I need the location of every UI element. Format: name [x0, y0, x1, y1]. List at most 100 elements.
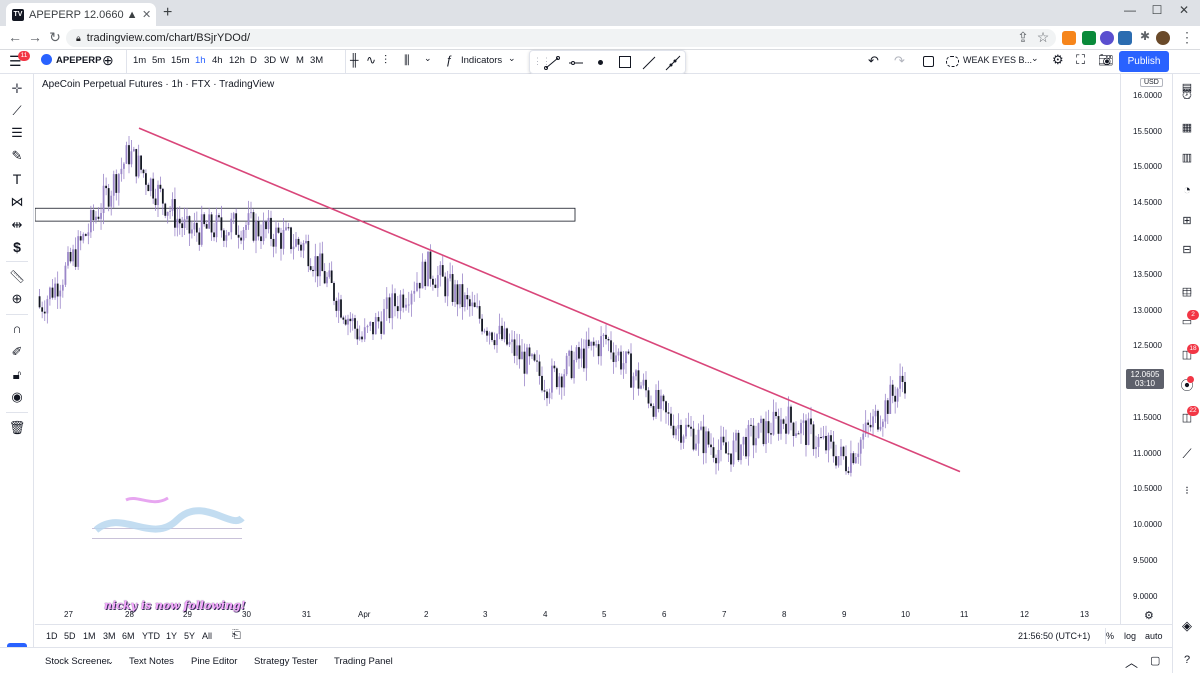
chevron-down-icon[interactable]: ⌄	[424, 53, 432, 63]
range-all[interactable]: All	[202, 631, 213, 641]
close-tab-icon[interactable]: ✕	[142, 9, 152, 21]
interval-3d[interactable]: 3D	[264, 55, 277, 66]
range-1m[interactable]: 1M	[83, 631, 96, 641]
auto-scale-toggle[interactable]: auto	[1145, 631, 1163, 641]
chart-settings-gear-icon[interactable]: ⚙	[1144, 610, 1154, 622]
compare-add-symbol-icon[interactable]: ⊕	[102, 52, 114, 68]
trend-line-icon[interactable]: ⟋	[12, 103, 22, 118]
chat-icon[interactable]: ◫	[1181, 286, 1193, 298]
line-style-icon[interactable]: ∿	[366, 53, 377, 67]
interval-3m[interactable]: 3M	[310, 55, 324, 66]
trash-icon[interactable]: 🗑︎	[8, 420, 26, 435]
interval-1m[interactable]: 1m	[133, 55, 147, 66]
legend-title[interactable]: ApeCoin Perpetual Futures	[42, 79, 163, 90]
messages-icon[interactable]: ◫	[1181, 412, 1193, 424]
help-icon[interactable]: ?	[1183, 654, 1191, 666]
range-3m[interactable]: 3M	[103, 631, 116, 641]
forward-icon[interactable]: →	[28, 29, 42, 45]
text-tool-icon[interactable]: T	[12, 171, 22, 187]
publish-button[interactable]: Publish	[1119, 51, 1169, 72]
news-icon[interactable]: ▭	[1181, 286, 1193, 298]
indicators-icon[interactable]: ƒ	[446, 53, 453, 67]
order-book-icon[interactable]: ⁝	[1185, 485, 1189, 497]
share-icon[interactable]: ⇪	[1017, 29, 1029, 45]
interval-w[interactable]: W	[280, 55, 289, 66]
reload-icon[interactable]: ↻	[49, 29, 61, 45]
eye-icon[interactable]: ◉	[11, 389, 23, 404]
alerts-clock-icon[interactable]: ⏰︎	[1181, 87, 1193, 102]
time-axis[interactable]: 27 28 29 30 31 Apr 2 3 4 5 6 7 8 9 10 11 12 13	[35, 605, 1120, 623]
interval-5m[interactable]: 5m	[152, 55, 166, 66]
range-5d[interactable]: 5D	[64, 631, 76, 641]
camera-icon[interactable]: 📷︎	[1098, 53, 1114, 67]
range-ytd[interactable]: YTD	[142, 631, 160, 641]
indicators-button[interactable]: Indicators	[461, 55, 503, 66]
ideas-icon[interactable]: ⊞	[1182, 215, 1192, 227]
interval-15m[interactable]: 15m	[171, 55, 190, 66]
redo-icon[interactable]: ↷	[894, 53, 905, 68]
interval-m[interactable]: M	[296, 55, 304, 66]
range-1y[interactable]: 1Y	[166, 631, 178, 641]
layout-icon[interactable]	[923, 56, 934, 67]
goto-date-icon[interactable]: ⎗	[232, 629, 241, 641]
horizontal-line-tool-icon[interactable]	[568, 56, 584, 70]
minimize-icon[interactable]: —	[1124, 3, 1136, 17]
heikin-ashi-icon[interactable]: ⫼	[404, 53, 410, 67]
browser-tab[interactable]: TV APEPERP 12.0660 ▲ +9.93% WE ✕	[6, 3, 156, 26]
percent-scale-toggle[interactable]: %	[1106, 631, 1115, 641]
bookmark-star-icon[interactable]: ☆	[1036, 29, 1050, 45]
lock-drawings-pencil-icon[interactable]: ✐	[11, 344, 23, 359]
tab-strategy-tester[interactable]: Strategy Tester	[254, 656, 318, 667]
community-chat-icon[interactable]: ◫	[1181, 349, 1193, 361]
range-1d[interactable]: 1D	[46, 631, 58, 641]
prediction-icon[interactable]: ⇹	[11, 217, 23, 232]
dot-tool-icon[interactable]	[598, 60, 603, 65]
browser-menu-icon[interactable]: ⋮	[1180, 29, 1194, 45]
interval-1h[interactable]: 1h	[195, 55, 206, 66]
candles-icon[interactable]: ⫶	[384, 53, 388, 67]
tab-text-notes[interactable]: Text Notes	[129, 656, 174, 667]
price-axis[interactable]: 16.0000 15.5000 15.0000 14.5000 14.0000 13.50…	[1120, 74, 1172, 624]
watchlist-icon[interactable]: ▤	[1181, 82, 1193, 94]
extension-icon[interactable]	[1118, 31, 1132, 45]
maximize-icon[interactable]: ☐	[1151, 3, 1163, 17]
ray-tool-icon[interactable]	[641, 55, 657, 71]
calendar-icon[interactable]: ◔	[1183, 182, 1191, 197]
layers-icon[interactable]: ◈	[1182, 618, 1192, 633]
currency-selector[interactable]: USD	[1140, 78, 1163, 87]
patterns-icon[interactable]: ⋈	[10, 194, 24, 209]
clock-timezone[interactable]: 21:56:50 (UTC+1)	[1018, 631, 1091, 641]
bar-style-icon[interactable]: ╫	[350, 53, 359, 67]
rectangle-tool-icon[interactable]	[619, 56, 631, 68]
extended-line-tool-icon[interactable]	[665, 55, 681, 71]
hotlist-icon[interactable]: ▥	[1181, 152, 1193, 164]
log-scale-toggle[interactable]: log	[1124, 631, 1137, 641]
interval-d[interactable]: D	[250, 55, 257, 66]
tab-pine-editor[interactable]: Pine Editor	[191, 656, 238, 667]
chevron-down-icon[interactable]: ⌄	[1031, 53, 1039, 63]
fib-retracement-icon[interactable]: ☰	[11, 125, 23, 140]
back-icon[interactable]: ←	[8, 29, 22, 45]
magnet-icon[interactable]: ∩	[12, 321, 22, 336]
chevron-down-icon[interactable]: ⌄	[107, 657, 114, 666]
tab-stock-screener[interactable]: Stock Screener	[45, 656, 110, 667]
crosshair-icon[interactable]: ✛	[11, 81, 23, 96]
dollar-icon[interactable]: $	[13, 239, 21, 255]
lock-icon[interactable]: 🔓︎	[12, 367, 22, 382]
notifications-icon[interactable]: ▭	[1181, 316, 1193, 328]
extensions-puzzle-icon[interactable]: ✱	[1139, 29, 1151, 43]
chart-pane[interactable]	[35, 74, 1120, 624]
tab-trading-panel[interactable]: Trading Panel	[334, 656, 393, 667]
drag-handle-icon[interactable]: ⋮⋮	[533, 56, 551, 66]
streams-icon[interactable]: ⊟	[1182, 244, 1192, 256]
symbol-search[interactable]: APEPERP	[56, 55, 102, 66]
extension-icon[interactable]	[1100, 31, 1114, 45]
close-window-icon[interactable]: ✕	[1178, 3, 1190, 17]
data-window-icon[interactable]: ▦	[1181, 122, 1193, 134]
interval-12h[interactable]: 12h	[229, 55, 245, 66]
range-5y[interactable]: 5Y	[184, 631, 196, 641]
profile-avatar[interactable]	[1156, 31, 1170, 45]
new-tab-button[interactable]: +	[163, 4, 173, 21]
extension-icon[interactable]	[1082, 31, 1096, 45]
ruler-icon[interactable]: 📏︎	[8, 269, 26, 284]
